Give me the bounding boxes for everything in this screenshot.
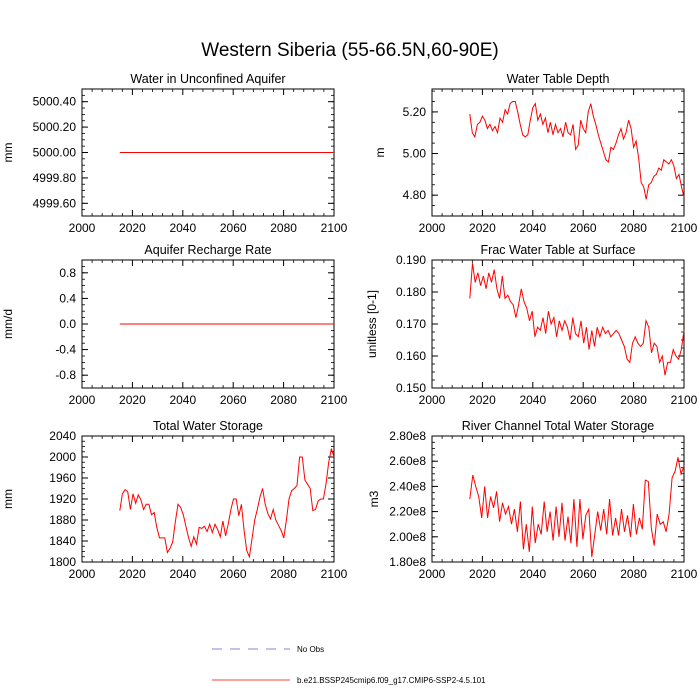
y-axis-label: m3 [367,490,381,507]
y-tick-label: 1840 [49,534,76,548]
y-tick-label: 1800 [49,555,76,569]
figure-title: Western Siberia (55-66.5N,60-90E) [201,40,498,61]
y-tick-label: 1960 [49,471,76,485]
panel-title: Aquifer Recharge Rate [144,243,271,257]
x-tick-label: 2100 [671,393,698,407]
panel-water-in-unconfined-aquifer: Water in Unconfined Aquifer mm 2000 2020 2… [1,72,348,235]
panel-total-water-storage: Total Water Storage mm 2000 2020 2040 2060 2… [1,419,348,581]
panel-frac-water-table-at-surface: Frac Water Table at Surface unitless [0-… [365,243,698,407]
x-tick-label: 2080 [270,567,297,581]
series-line [469,101,685,200]
y-axis-label: mm [1,489,15,509]
x-tick-label: 2000 [69,221,96,235]
y-axis-label: mm/d [1,309,15,339]
x-tick-label: 2060 [220,567,247,581]
y-tick-label: 2000 [49,450,76,464]
x-tick-label: 2020 [119,567,146,581]
y-tick-label: 1880 [49,513,76,527]
panel-title: Water Table Depth [507,72,610,86]
y-axis-label: mm [1,143,15,163]
y-tick-label: 0.190 [396,253,426,267]
x-tick-label: 2100 [671,221,698,235]
x-tick-label: 2040 [519,221,546,235]
panel-water-table-depth: Water Table Depth m 2000 2020 2040 2060 2080… [373,72,698,235]
x-tick-label: 2080 [620,393,647,407]
x-tick-label: 2000 [69,393,96,407]
x-tick-label: 2080 [270,221,297,235]
y-tick-label: -0.8 [55,368,76,382]
panel-river-channel-total-water-storage: River Channel Total Water Storage m3 200… [367,419,698,581]
y-tick-label: 0.0 [59,317,76,331]
y-tick-label: 5000.00 [33,146,77,160]
y-tick-label: 4.80 [403,188,427,202]
x-tick-label: 2020 [119,393,146,407]
x-tick-label: 2060 [220,221,247,235]
y-tick-label: 2040 [49,429,76,443]
x-tick-label: 2060 [220,393,247,407]
y-tick-label: 0.160 [396,349,426,363]
x-tick-label: 2040 [169,221,196,235]
series-line [469,457,685,558]
x-tick-label: 2060 [570,567,597,581]
plot-frame [81,435,335,563]
legend: No Obs b.e21.BSSP245cmip6.f09_g17.CMIP6-… [212,645,486,685]
y-tick-label: 0.4 [59,291,76,305]
y-axis-label: unitless [0-1] [365,290,379,358]
y-tick-label: -0.4 [55,343,76,357]
y-tick-label: 2.00e8 [389,530,426,544]
y-tick-label: 1920 [49,492,76,506]
x-tick-label: 2020 [469,567,496,581]
x-tick-label: 2060 [570,221,597,235]
legend-label: b.e21.BSSP245cmip6.f09_g17.CMIP6-SSP2-4.… [297,676,486,685]
x-tick-label: 2100 [321,393,348,407]
x-tick-label: 2040 [169,393,196,407]
panel-title: River Channel Total Water Storage [462,419,655,433]
x-tick-label: 2020 [119,221,146,235]
x-tick-label: 2080 [620,567,647,581]
y-tick-label: 2.20e8 [389,505,426,519]
panel-aquifer-recharge-rate: Aquifer Recharge Rate mm/d 2000 2020 2040 2… [1,243,348,407]
x-tick-label: 2000 [419,221,446,235]
x-tick-label: 2080 [620,221,647,235]
y-tick-label: 1.80e8 [389,555,426,569]
x-tick-label: 2060 [570,393,597,407]
x-tick-label: 2100 [321,567,348,581]
series-line [119,448,335,559]
panel-title: Water in Unconfined Aquifer [130,72,285,86]
y-tick-label: 0.170 [396,317,426,331]
y-tick-label: 5000.20 [33,120,77,134]
y-tick-label: 4999.60 [33,196,77,210]
y-axis-label: m [373,148,387,158]
x-tick-label: 2080 [270,393,297,407]
y-tick-label: 0.180 [396,285,426,299]
x-tick-label: 2000 [69,567,96,581]
panel-title: Total Water Storage [153,419,263,433]
x-tick-label: 2000 [419,393,446,407]
y-tick-label: 5000.40 [33,95,77,109]
y-tick-label: 5.00 [403,147,427,161]
y-tick-label: 0.8 [59,266,76,280]
y-tick-label: 5.20 [403,105,427,119]
x-tick-label: 2040 [519,567,546,581]
x-tick-label: 2100 [671,567,698,581]
legend-label: No Obs [297,645,324,654]
series-line [469,263,685,376]
x-tick-label: 2000 [419,567,446,581]
y-tick-label: 0.150 [396,381,426,395]
y-tick-label: 2.60e8 [389,454,426,468]
y-tick-label: 4999.80 [33,171,77,185]
plot-frame [431,259,685,389]
x-tick-label: 2040 [519,393,546,407]
y-tick-label: 2.80e8 [389,429,426,443]
plot-frame [431,88,685,217]
x-tick-label: 2100 [321,221,348,235]
x-tick-label: 2020 [469,221,496,235]
x-tick-label: 2020 [469,393,496,407]
y-tick-label: 2.40e8 [389,479,426,493]
x-tick-label: 2040 [169,567,196,581]
panel-title: Frac Water Table at Surface [481,243,636,257]
